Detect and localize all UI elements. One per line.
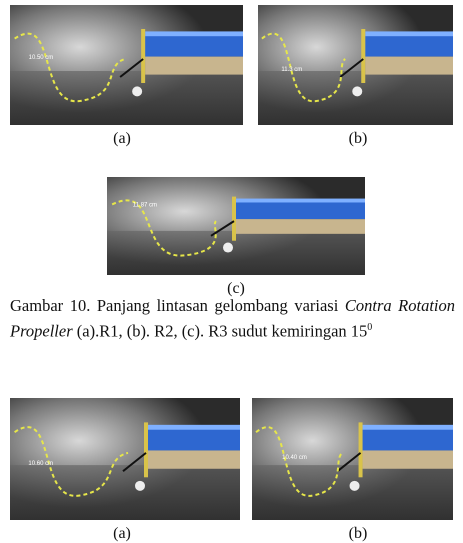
light: [352, 86, 363, 97]
photo: 11.3 cm: [258, 5, 453, 125]
panel-caption: (b): [348, 525, 368, 542]
wave-trace: [14, 32, 126, 103]
photo: 10.40 cm: [252, 398, 453, 520]
plank: [365, 56, 453, 75]
caption-text: Gambar 10. Panjang lintasan gelombang va…: [10, 296, 339, 315]
wave-trace: [14, 426, 129, 497]
light: [349, 480, 360, 491]
tank-box: [236, 201, 365, 220]
water: [252, 465, 453, 520]
panel-caption: (b): [348, 130, 368, 147]
rod: [122, 452, 147, 472]
tank-top: [145, 31, 243, 37]
plank: [236, 219, 365, 234]
caption-italic: Contra Rotation Propeller: [10, 296, 456, 341]
tank-box: [365, 35, 453, 57]
rod: [336, 452, 362, 472]
rod: [339, 58, 364, 78]
wave-trace: [111, 199, 217, 257]
wave-trace: [255, 426, 344, 497]
water: [10, 465, 240, 520]
plank: [362, 450, 453, 469]
panel-caption: (a): [113, 130, 131, 147]
tank-box: [148, 428, 240, 451]
tank-top: [148, 424, 240, 430]
photo: 10.50 cm: [10, 5, 243, 125]
photo: 11.87 cm: [107, 177, 365, 275]
light: [132, 86, 143, 97]
rod: [119, 58, 144, 78]
post: [358, 422, 363, 478]
wave-trace: [261, 32, 347, 103]
rod: [210, 220, 235, 237]
tank-top: [362, 424, 453, 430]
post: [361, 29, 366, 83]
tank-box: [362, 428, 453, 451]
plank: [145, 56, 243, 75]
tank-top: [236, 198, 365, 203]
figure-caption: Gambar 10. Panjang lintasan gelombang va…: [10, 295, 455, 343]
water: [258, 71, 453, 125]
panel-caption: (c): [227, 280, 245, 297]
photo: 10.60 cm: [10, 398, 240, 520]
post: [141, 29, 146, 83]
plank: [148, 450, 240, 469]
caption-text: (a).R1, (b). R2, (c). R3 sudut kemiringa…: [76, 321, 368, 341]
photo-label: 11.87 cm: [133, 202, 157, 208]
light: [135, 480, 145, 491]
photo-label: 10.60 cm: [28, 461, 53, 467]
water: [10, 71, 243, 125]
caption-superscript: 0: [367, 322, 373, 333]
photo-label: 10.40 cm: [282, 455, 307, 461]
panel-caption: (a): [113, 525, 131, 542]
photo-label: 10.50 cm: [29, 55, 54, 61]
tank-box: [145, 35, 243, 57]
tank-top: [365, 31, 453, 37]
post: [232, 196, 236, 241]
light: [223, 242, 233, 253]
post: [144, 422, 148, 478]
photo-label: 11.3 cm: [281, 67, 302, 73]
